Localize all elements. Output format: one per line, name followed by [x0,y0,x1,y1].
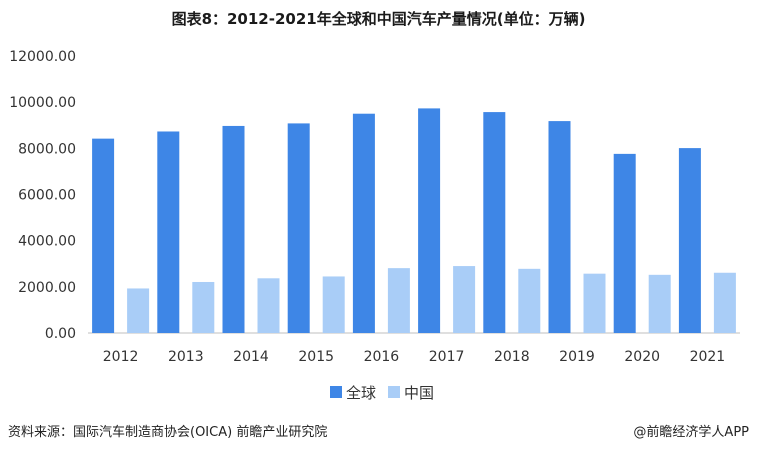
bar-china [127,288,150,333]
x-tick-label: 2016 [364,349,400,365]
y-tick-label: 4000.00 [18,234,76,250]
y-tick-label: 2000.00 [18,280,76,296]
bar-china [583,273,606,333]
bar-global [222,125,245,333]
bar-china [387,268,410,333]
bar-china [518,268,541,333]
chart-title: 图表8：2012-2021年全球和中国汽车产量情况(单位：万辆) [171,10,586,28]
y-tick-label: 6000.00 [18,188,76,204]
x-tick-label: 2019 [559,349,595,365]
bar-global [483,112,506,333]
y-tick-label: 8000.00 [18,141,76,157]
brand-credit: @前瞻经济学人APP [633,425,749,440]
bar-global [613,153,636,333]
bar-global [92,138,115,333]
x-tick-label: 2020 [624,349,660,365]
x-tick-label: 2012 [103,349,139,365]
y-tick-label: 0.00 [45,326,76,342]
x-tick-label: 2015 [298,349,334,365]
x-tick-label: 2017 [429,349,465,365]
legend: 全球 中国 [330,384,434,402]
y-tick-label: 10000.00 [9,95,76,111]
bar-china [713,272,736,333]
legend-label: 全球 [346,384,376,402]
source-note: 资料来源：国际汽车制造商协会(OICA) 前瞻产业研究院 [8,425,328,440]
bar-china [453,266,476,333]
bar-china [322,276,345,333]
y-tick-label: 12000.00 [9,49,76,65]
bar-china [257,278,280,333]
legend-swatch [388,386,400,398]
x-tick-label: 2021 [690,349,726,365]
bar-china [192,281,215,333]
bar-global [418,108,441,333]
bar-global [548,121,571,333]
y-axis: 0.00 2000.00 4000.00 6000.00 8000.00 10000.00… [9,49,76,342]
bars-group [92,108,736,333]
bar-china [648,274,671,333]
bar-global [287,123,310,333]
x-tick-label: 2014 [233,349,269,365]
x-tick-label: 2018 [494,349,530,365]
x-axis: 2012 2013 2014 2015 2016 2017 2018 2019 2020 2021 [88,332,740,365]
x-tick-label: 2013 [168,349,204,365]
bar-global [157,131,180,333]
legend-label: 中国 [404,384,434,402]
bar-global [352,113,375,333]
legend-swatch [330,386,342,398]
bar-global [678,148,701,333]
